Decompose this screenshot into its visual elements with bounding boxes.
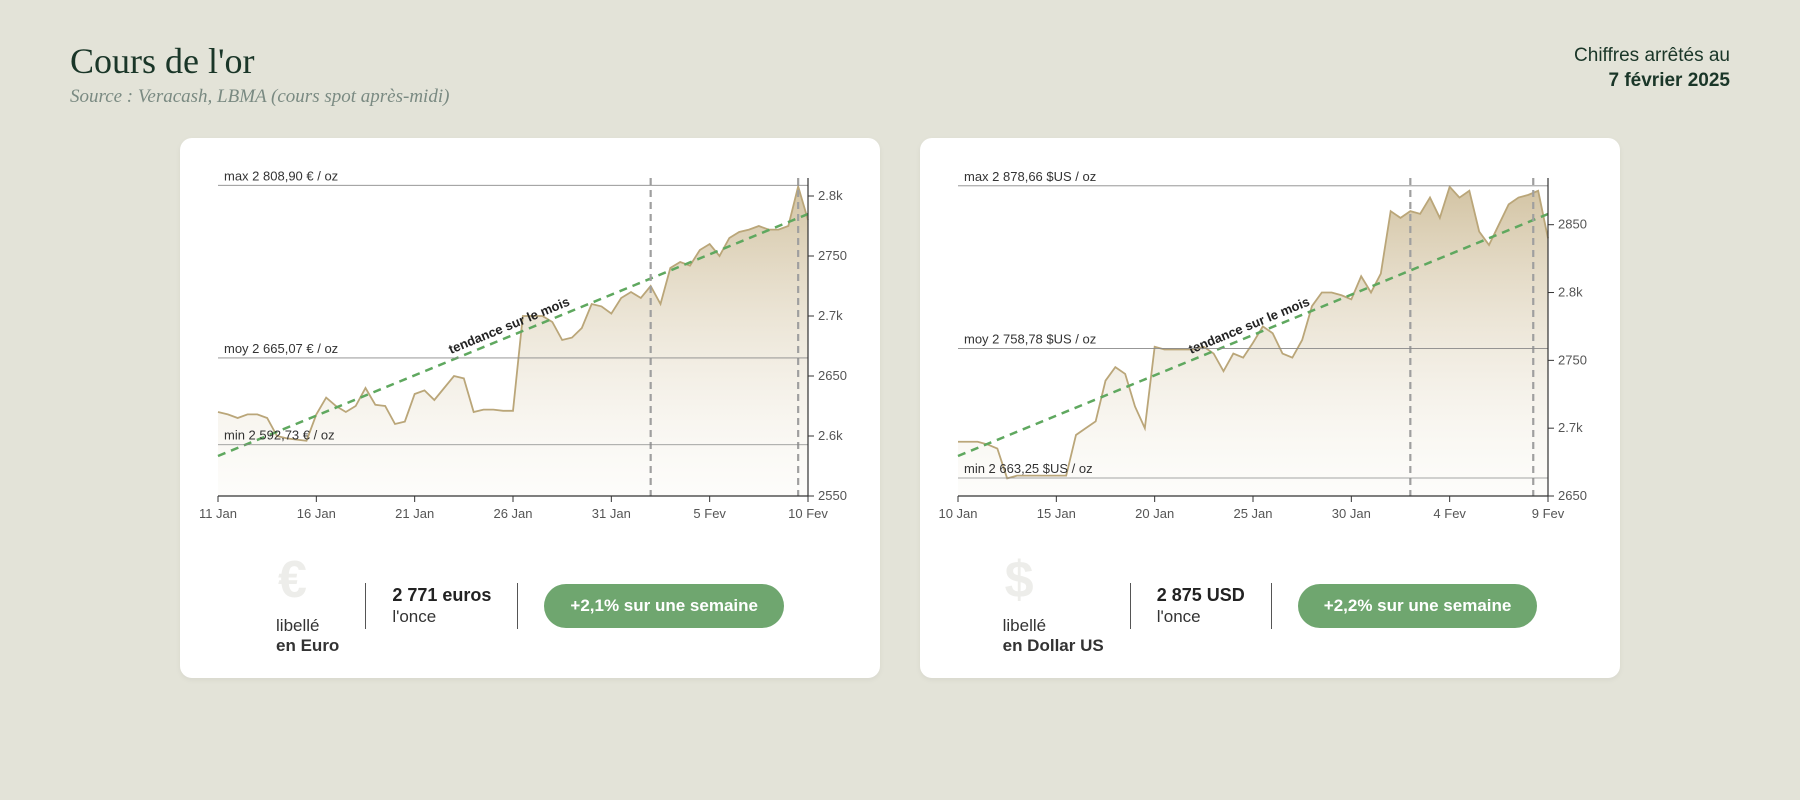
currency-ghost-icon: $ bbox=[1005, 550, 1106, 610]
x-tick-label: 25 Jan bbox=[1233, 506, 1272, 521]
page-title: Cours de l'or bbox=[70, 40, 449, 82]
change-block: +2,2% sur une semaine bbox=[1272, 584, 1564, 628]
chart-area: tendance sur le moismax 2 808,90 € / ozm… bbox=[198, 166, 862, 536]
x-tick-label: 9 Fev bbox=[1532, 506, 1565, 521]
title-block: Cours de l'or Source : Veracash, LBMA (c… bbox=[70, 40, 449, 108]
x-tick-label: 26 Jan bbox=[493, 506, 532, 521]
y-tick-label: 2.6k bbox=[818, 428, 843, 443]
y-tick-label: 2.8k bbox=[818, 188, 843, 203]
y-tick-label: 2.7k bbox=[818, 308, 843, 323]
y-tick-label: 2750 bbox=[818, 248, 847, 263]
x-tick-label: 16 Jan bbox=[297, 506, 336, 521]
y-tick-label: 2550 bbox=[818, 488, 847, 503]
y-tick-label: 2.8k bbox=[1558, 285, 1583, 300]
x-tick-label: 5 Fev bbox=[693, 506, 726, 521]
chart-card-usd: tendance sur le moismax 2 878,66 $US / o… bbox=[920, 138, 1620, 678]
ref-label-min: min 2 663,25 $US / oz bbox=[964, 461, 1093, 476]
currency-label-bottom: en Dollar US bbox=[1003, 636, 1104, 656]
ref-label-avg: moy 2 758,78 $US / oz bbox=[964, 331, 1096, 346]
ref-label-min: min 2 592,73 € / oz bbox=[224, 428, 335, 443]
change-badge: +2,1% sur une semaine bbox=[544, 584, 784, 628]
card-footer: €libelléen Euro2 771 eurosl'once+2,1% su… bbox=[198, 556, 862, 656]
x-tick-label: 15 Jan bbox=[1037, 506, 1076, 521]
date-value: 7 février 2025 bbox=[1574, 69, 1730, 94]
currency-label-top: libellé bbox=[276, 616, 339, 636]
x-tick-label: 30 Jan bbox=[1332, 506, 1371, 521]
x-tick-label: 21 Jan bbox=[395, 506, 434, 521]
x-tick-label: 10 Jan bbox=[938, 506, 977, 521]
change-badge: +2,2% sur une semaine bbox=[1298, 584, 1538, 628]
currency-ghost-icon: € bbox=[278, 550, 341, 610]
card-footer: $libelléen Dollar US2 875 USDl'once+2,2%… bbox=[938, 556, 1602, 656]
y-tick-label: 2.7k bbox=[1558, 420, 1583, 435]
price-value: 2 771 euros bbox=[392, 585, 491, 607]
ref-label-avg: moy 2 665,07 € / oz bbox=[224, 341, 338, 356]
x-tick-label: 10 Fev bbox=[788, 506, 828, 521]
date-block: Chiffres arrêtés au 7 février 2025 bbox=[1574, 44, 1730, 93]
page-subtitle: Source : Veracash, LBMA (cours spot aprè… bbox=[70, 86, 449, 108]
cards-row: tendance sur le moismax 2 808,90 € / ozm… bbox=[70, 138, 1730, 678]
price-block: 2 875 USDl'once bbox=[1131, 585, 1271, 627]
currency-label-bottom: en Euro bbox=[276, 636, 339, 656]
price-value: 2 875 USD bbox=[1157, 585, 1245, 607]
x-tick-label: 11 Jan bbox=[199, 506, 237, 521]
chart-area: tendance sur le moismax 2 878,66 $US / o… bbox=[938, 166, 1602, 536]
change-block: +2,1% sur une semaine bbox=[518, 584, 810, 628]
price-unit: l'once bbox=[392, 607, 491, 627]
currency-label-top: libellé bbox=[1003, 616, 1104, 636]
x-tick-label: 20 Jan bbox=[1135, 506, 1174, 521]
chart-svg: tendance sur le moismax 2 808,90 € / ozm… bbox=[198, 166, 862, 536]
currency-label-block: $libelléen Dollar US bbox=[977, 556, 1130, 656]
y-tick-label: 2750 bbox=[1558, 352, 1587, 367]
price-unit: l'once bbox=[1157, 607, 1245, 627]
chart-card-eur: tendance sur le moismax 2 808,90 € / ozm… bbox=[180, 138, 880, 678]
y-tick-label: 2850 bbox=[1558, 217, 1587, 232]
y-tick-label: 2650 bbox=[818, 368, 847, 383]
chart-svg: tendance sur le moismax 2 878,66 $US / o… bbox=[938, 166, 1602, 536]
ref-label-max: max 2 808,90 € / oz bbox=[224, 168, 338, 183]
currency-label-block: €libelléen Euro bbox=[250, 556, 365, 656]
x-tick-label: 4 Fev bbox=[1433, 506, 1466, 521]
y-tick-label: 2650 bbox=[1558, 488, 1587, 503]
price-block: 2 771 eurosl'once bbox=[366, 585, 517, 627]
x-tick-label: 31 Jan bbox=[592, 506, 631, 521]
ref-label-max: max 2 878,66 $US / oz bbox=[964, 169, 1096, 184]
header: Cours de l'or Source : Veracash, LBMA (c… bbox=[70, 40, 1730, 108]
date-prefix: Chiffres arrêtés au bbox=[1574, 44, 1730, 69]
